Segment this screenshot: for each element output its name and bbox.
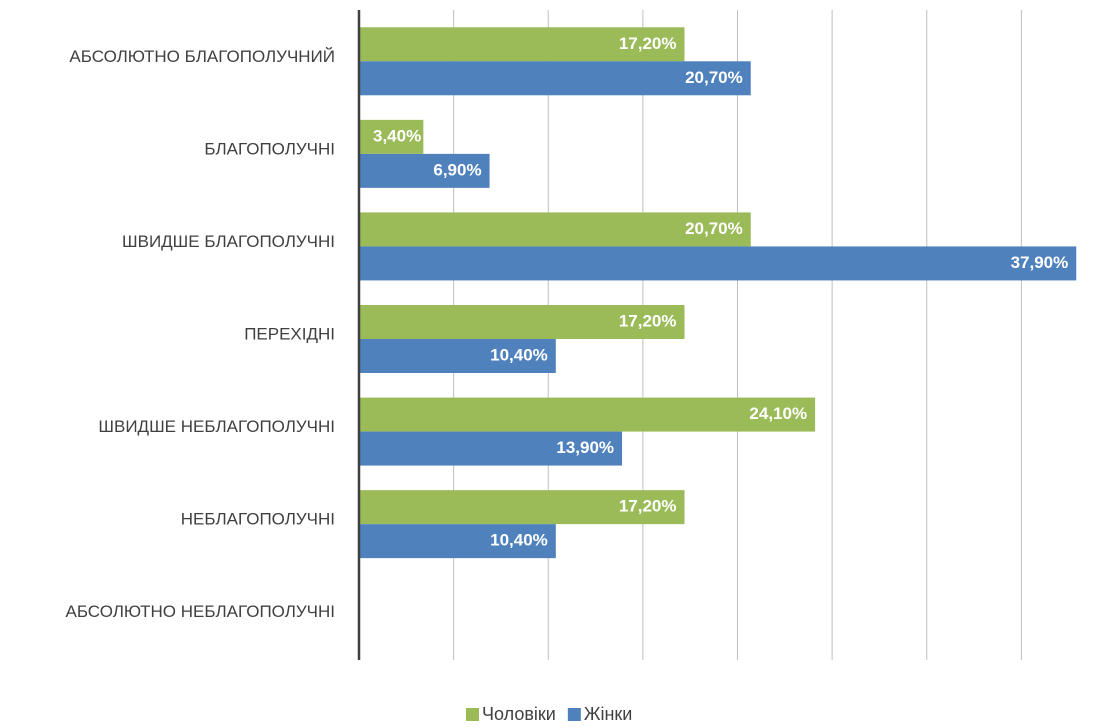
data-label: 20,70% bbox=[685, 68, 743, 87]
y-tick-label: БЛАГОПОЛУЧНІ bbox=[204, 139, 335, 158]
y-tick-label: НЕБЛАГОПОЛУЧНІ bbox=[181, 510, 335, 529]
y-tick-label: ШВИДШЕ БЛАГОПОЛУЧНІ bbox=[122, 232, 335, 251]
data-label: 10,40% bbox=[490, 531, 548, 550]
bar bbox=[359, 27, 685, 62]
data-label: 17,20% bbox=[619, 497, 677, 516]
bar bbox=[359, 339, 556, 373]
data-label: 10,40% bbox=[490, 345, 548, 364]
bar bbox=[359, 431, 623, 466]
legend-label: Жінки bbox=[584, 704, 633, 724]
bar bbox=[359, 246, 1077, 281]
legend-swatch bbox=[466, 708, 479, 721]
data-label: 6,90% bbox=[433, 160, 481, 179]
legend-label: Чоловіки bbox=[482, 704, 556, 724]
data-label: 24,10% bbox=[749, 404, 807, 423]
bar bbox=[359, 397, 816, 432]
data-label: 17,20% bbox=[619, 311, 677, 330]
bar bbox=[359, 153, 490, 188]
bar bbox=[359, 490, 685, 525]
legend-swatch bbox=[567, 708, 581, 721]
data-label: 3,40% bbox=[373, 126, 421, 145]
data-label: 13,90% bbox=[556, 438, 614, 457]
bar bbox=[359, 119, 424, 154]
bar bbox=[359, 61, 751, 96]
y-tick-label: АБСОЛЮТНО БЛАГОПОЛУЧНИЙ bbox=[69, 47, 335, 66]
y-tick-label: АБСОЛЮТНО НЕБЛАГОПОЛУЧНІ bbox=[65, 602, 335, 621]
bar bbox=[359, 212, 751, 247]
data-label: 20,70% bbox=[685, 219, 743, 238]
y-tick-label: ШВИДШЕ НЕБЛАГОПОЛУЧНІ bbox=[98, 417, 335, 436]
bar bbox=[359, 524, 556, 559]
y-tick-label: ПЕРЕХІДНІ bbox=[244, 324, 335, 343]
bar bbox=[359, 305, 685, 339]
data-label: 17,20% bbox=[619, 34, 677, 53]
data-label: 37,90% bbox=[1011, 253, 1069, 272]
